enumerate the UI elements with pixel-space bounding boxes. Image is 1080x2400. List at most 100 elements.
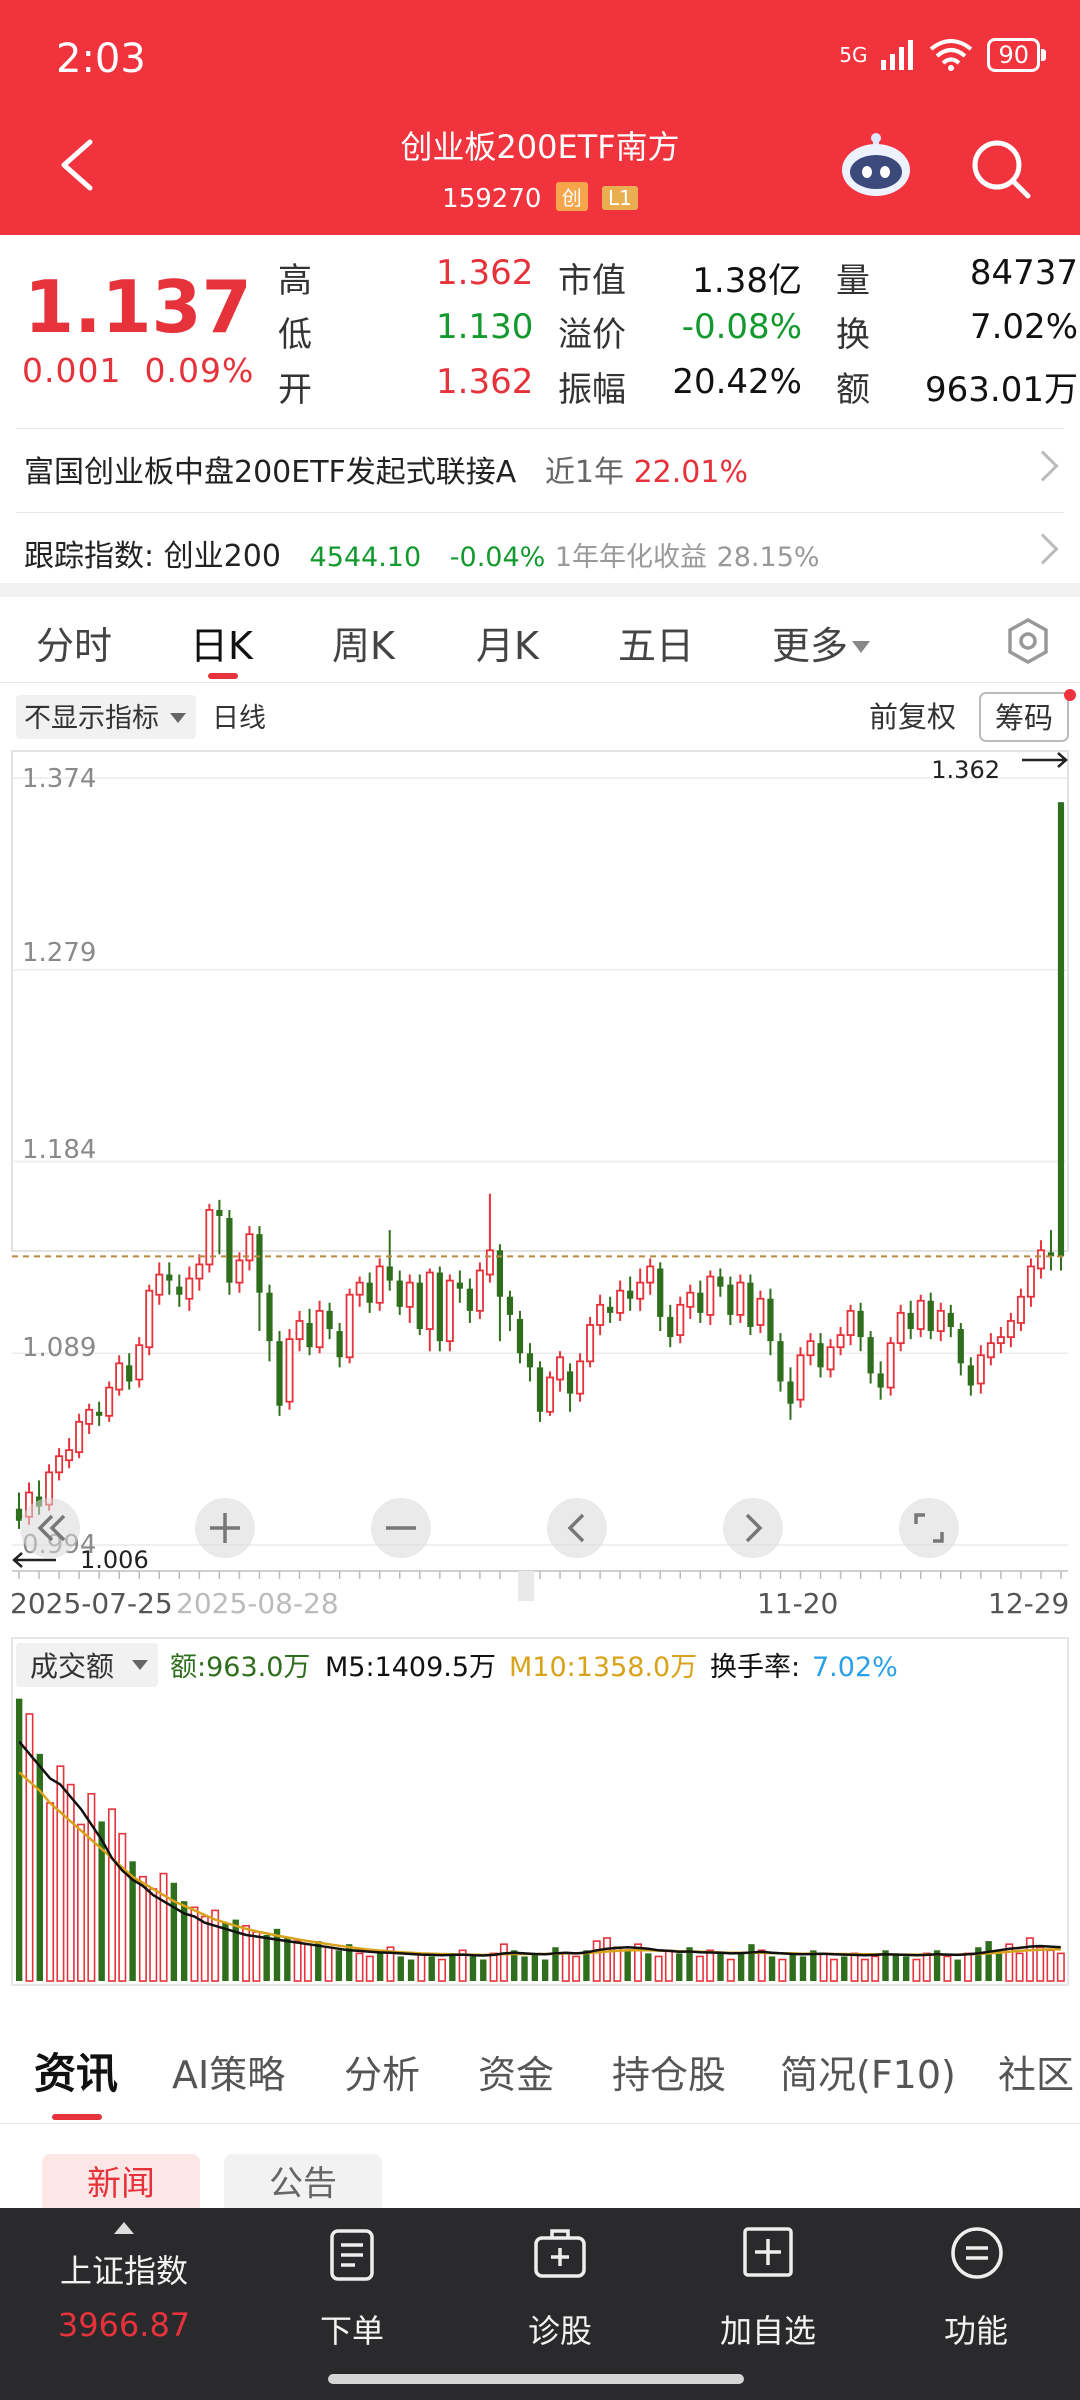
candle [586,1316,595,1368]
m5-line [18,1740,1061,1957]
scroll-right-button[interactable] [723,1498,783,1558]
volume-bar [386,1946,395,1982]
back-icon[interactable] [56,138,96,192]
candle [877,1361,884,1400]
candle-body [396,1280,403,1307]
wifi-icon [930,39,973,71]
tab-holdings[interactable]: 持仓股 [612,2053,727,2097]
candle [176,1274,183,1307]
volume-bar [324,1946,333,1982]
volume-bar [768,1956,776,1981]
candle [796,1347,805,1408]
page-title: 创业板200ETF南方 [400,128,680,166]
candle [256,1226,263,1332]
candle [806,1333,815,1366]
volume-bar [303,1943,312,1982]
settings-icon[interactable] [1004,617,1052,665]
candle [516,1310,524,1364]
tab-five-day[interactable]: 五日 [618,624,695,668]
chips-button[interactable] [979,692,1069,742]
chevron-right-icon[interactable] [1027,533,1059,565]
candle-body [326,1310,333,1330]
linked-fund-name: 富国创业板中盘200ETF发起式联接A [24,455,517,490]
index-value: 3966.87 [57,2306,191,2344]
volume-bar [552,1947,559,1981]
candle-body [857,1310,864,1338]
candle-body [867,1337,874,1374]
candle [65,1438,74,1469]
last-price: 1.137 [24,265,252,349]
volume-bar [1005,1943,1014,1982]
scroll-thumb[interactable] [518,1571,534,1601]
low-label: 低 [278,315,312,355]
volume-bar [603,1937,612,1982]
tab-monthly-k[interactable]: 月K [476,624,539,668]
subtab-news[interactable]: 新闻 [42,2154,200,2214]
candle [235,1252,244,1293]
info-tabs: 资讯 AI策略 分析 资金 持仓股 简况(F10) 社区 [0,2020,1080,2124]
rewind-button[interactable] [20,1498,80,1558]
caret-up-icon [114,2222,134,2234]
home-indicator[interactable] [328,2374,744,2384]
candle [717,1268,724,1297]
search-icon[interactable] [970,138,1032,200]
candle-body [245,1233,254,1262]
zoom-in-button[interactable] [195,1498,255,1558]
tab-daily-k[interactable]: 日K [190,624,253,668]
candle-body [176,1286,183,1295]
candle [306,1308,313,1356]
tab-profile-f10[interactable]: 简况(F10) [780,2053,956,2097]
candle-body [996,1336,1005,1345]
candle [556,1351,565,1392]
volume-bar [397,1956,404,1981]
volume-bar [676,1953,683,1981]
dropdown-icon [852,641,871,653]
chevron-right-icon[interactable] [1027,450,1059,482]
zoom-out-button[interactable] [371,1498,431,1558]
tab-intraday[interactable]: 分时 [36,624,113,668]
signal-icon [881,40,914,70]
mktcap-label: 市值 [558,261,626,301]
tab-ai-strategy[interactable]: AI策略 [172,2053,286,2097]
ai-robot-icon[interactable] [840,130,912,198]
volume-bar [871,1955,880,1982]
kline-chart[interactable]: 不显示指标 日线 前复权 筹码 1.374 1.279 1.184 1.089 … [0,683,1080,2013]
volume-bar [717,1953,724,1981]
volume-bar [46,1802,55,1982]
volume-bar [56,1765,65,1982]
volume-bar [686,1947,693,1981]
tab-analysis[interactable]: 分析 [344,2053,421,2097]
linked-fund-row[interactable]: 富国创业板中盘200ETF发起式联接A 近1年 22.01% [24,447,748,491]
low-marker-label: 1.006 [80,1546,149,1574]
volume-turnover-value: 7.02% [812,1652,898,1683]
candle [336,1322,343,1368]
candle-body [566,1371,574,1394]
tracking-index-value: 4544.10 [309,542,422,573]
fullscreen-button[interactable] [899,1498,959,1558]
volume-bar [25,1713,34,1982]
volume-bar [521,1956,528,1981]
adjust-mode[interactable]: 前复权 [869,700,956,734]
y-axis-labels: 1.374 1.279 1.184 1.089 0.994 [22,764,96,1560]
candle [967,1357,974,1396]
tab-news[interactable]: 资讯 [34,2049,119,2098]
scroll-left-button[interactable] [547,1498,607,1558]
tab-community[interactable]: 社区 [998,2053,1075,2097]
tab-capital[interactable]: 资金 [478,2053,555,2097]
tab-more[interactable]: 更多 [772,615,871,670]
candle [747,1274,754,1336]
volume-indicator-select[interactable] [16,1643,158,1687]
tracking-index-row[interactable]: 跟踪指数: 创业200 4544.10 -0.04% 1年年化收益 28.15% [24,531,820,575]
volume-bar [882,1950,889,1981]
candle [355,1276,364,1307]
stock-code-row: 159270 创 L1 [0,182,1080,214]
candle [706,1270,715,1325]
tab-weekly-k[interactable]: 周K [332,624,395,668]
candle [15,1492,23,1529]
volume-bar [964,1952,973,1982]
turnover-label: 换 [836,315,870,355]
subtab-announcement[interactable]: 公告 [224,2154,382,2214]
indicator-select[interactable] [16,695,196,739]
candle [75,1413,84,1459]
